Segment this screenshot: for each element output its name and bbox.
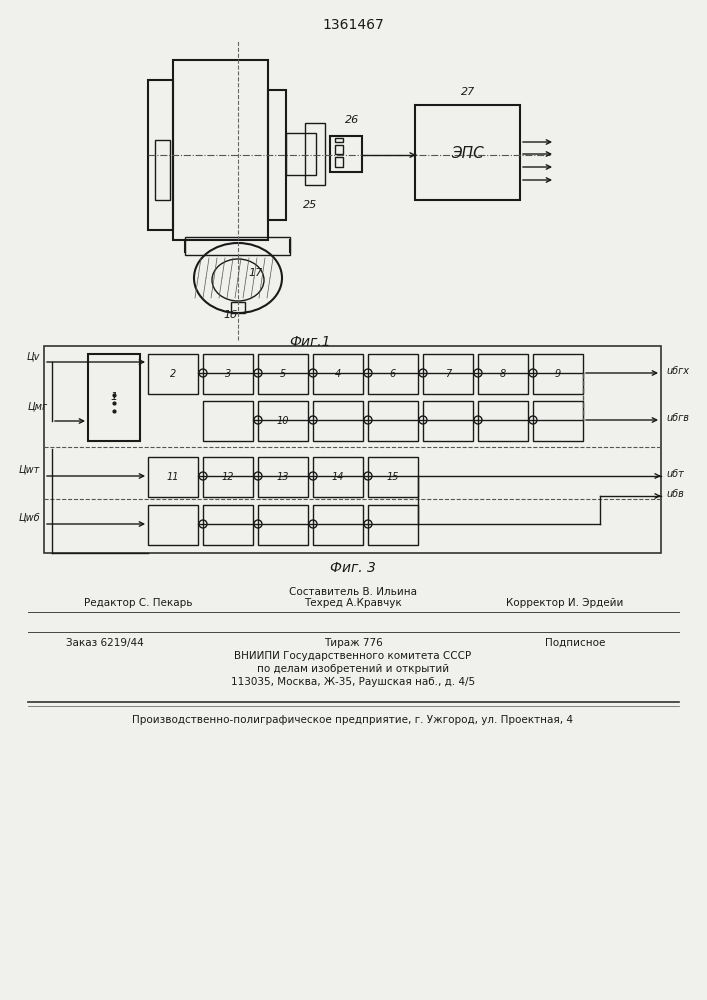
Bar <box>203 505 253 545</box>
Bar <box>368 457 418 497</box>
Text: 8: 8 <box>500 369 506 379</box>
Text: ВНИИПИ Государственного комитета СССР: ВНИИПИ Государственного комитета СССР <box>235 651 472 661</box>
Text: 25: 25 <box>303 200 317 210</box>
Text: 13: 13 <box>276 472 289 482</box>
Bar <box>148 457 198 497</box>
Text: Техред А.Кравчук: Техред А.Кравчук <box>304 598 402 608</box>
Bar <box>155 140 170 200</box>
Bar <box>335 145 343 154</box>
Bar <box>335 138 343 142</box>
Text: Цмг: Цмг <box>28 401 48 411</box>
Text: Тираж 776: Тираж 776 <box>324 638 382 648</box>
Text: Заказ 6219/44: Заказ 6219/44 <box>66 638 144 648</box>
Text: 14: 14 <box>332 472 344 482</box>
Text: Составитель В. Ильина: Составитель В. Ильина <box>289 587 417 597</box>
Text: 1: 1 <box>110 392 117 402</box>
Bar <box>368 354 418 394</box>
Bar <box>313 354 363 394</box>
Text: 6: 6 <box>390 369 396 379</box>
Text: 26: 26 <box>345 115 359 125</box>
Bar <box>203 354 253 394</box>
Text: по делам изобретений и открытий: по делам изобретений и открытий <box>257 664 449 674</box>
Bar <box>173 60 268 240</box>
Text: 27: 27 <box>461 87 475 97</box>
Text: Фиг.1: Фиг.1 <box>289 335 331 349</box>
Text: 5: 5 <box>280 369 286 379</box>
Text: uбв: uбв <box>666 489 684 499</box>
Text: Производственно-полиграфическое предприятие, г. Ужгород, ул. Проектная, 4: Производственно-полиграфическое предприя… <box>132 715 573 725</box>
Bar <box>44 346 661 553</box>
Text: 2: 2 <box>170 369 176 379</box>
Bar <box>423 354 473 394</box>
Bar <box>335 157 343 167</box>
Text: Цwб: Цwб <box>18 512 40 522</box>
Text: 10: 10 <box>276 416 289 426</box>
Text: 11: 11 <box>167 472 180 482</box>
Bar <box>368 505 418 545</box>
Bar <box>258 457 308 497</box>
Bar <box>478 401 528 441</box>
Bar <box>533 354 583 394</box>
Bar <box>305 123 325 185</box>
Bar <box>330 136 362 172</box>
Text: uбгх: uбгх <box>666 366 689 376</box>
Bar <box>313 457 363 497</box>
Bar <box>423 401 473 441</box>
Text: Цv: Цv <box>27 351 40 361</box>
Text: uбгв: uбгв <box>666 413 689 423</box>
Bar <box>533 401 583 441</box>
Bar <box>258 354 308 394</box>
Bar <box>203 401 253 441</box>
Bar <box>148 505 198 545</box>
Text: 7: 7 <box>445 369 451 379</box>
Bar <box>258 505 308 545</box>
Text: 9: 9 <box>555 369 561 379</box>
Text: 15: 15 <box>387 472 399 482</box>
Text: 1361467: 1361467 <box>322 18 384 32</box>
Text: 1б: 1б <box>223 310 237 320</box>
Bar <box>268 90 286 220</box>
Text: Подписное: Подписное <box>545 638 605 648</box>
Bar <box>368 401 418 441</box>
Bar <box>231 302 245 313</box>
Text: 4: 4 <box>335 369 341 379</box>
Bar <box>88 354 140 441</box>
Text: 113035, Москва, Ж-35, Раушская наб., д. 4/5: 113035, Москва, Ж-35, Раушская наб., д. … <box>231 677 475 687</box>
Text: Фиг. 3: Фиг. 3 <box>330 561 376 575</box>
Text: 17: 17 <box>249 268 263 278</box>
Bar <box>258 401 308 441</box>
Bar <box>203 457 253 497</box>
Bar <box>148 354 198 394</box>
Bar <box>148 80 173 230</box>
Text: Цwт: Цwт <box>19 464 40 474</box>
Text: 12: 12 <box>222 472 234 482</box>
Text: ЭПС: ЭПС <box>450 145 484 160</box>
Text: Редактор С. Пекарь: Редактор С. Пекарь <box>83 598 192 608</box>
Bar <box>415 105 520 200</box>
Bar <box>313 401 363 441</box>
Bar <box>478 354 528 394</box>
Bar <box>286 133 316 175</box>
Text: uбт: uбт <box>666 469 684 479</box>
Bar <box>313 505 363 545</box>
Text: Корректор И. Эрдейи: Корректор И. Эрдейи <box>506 598 624 608</box>
Bar <box>185 237 290 255</box>
Text: 3: 3 <box>225 369 231 379</box>
